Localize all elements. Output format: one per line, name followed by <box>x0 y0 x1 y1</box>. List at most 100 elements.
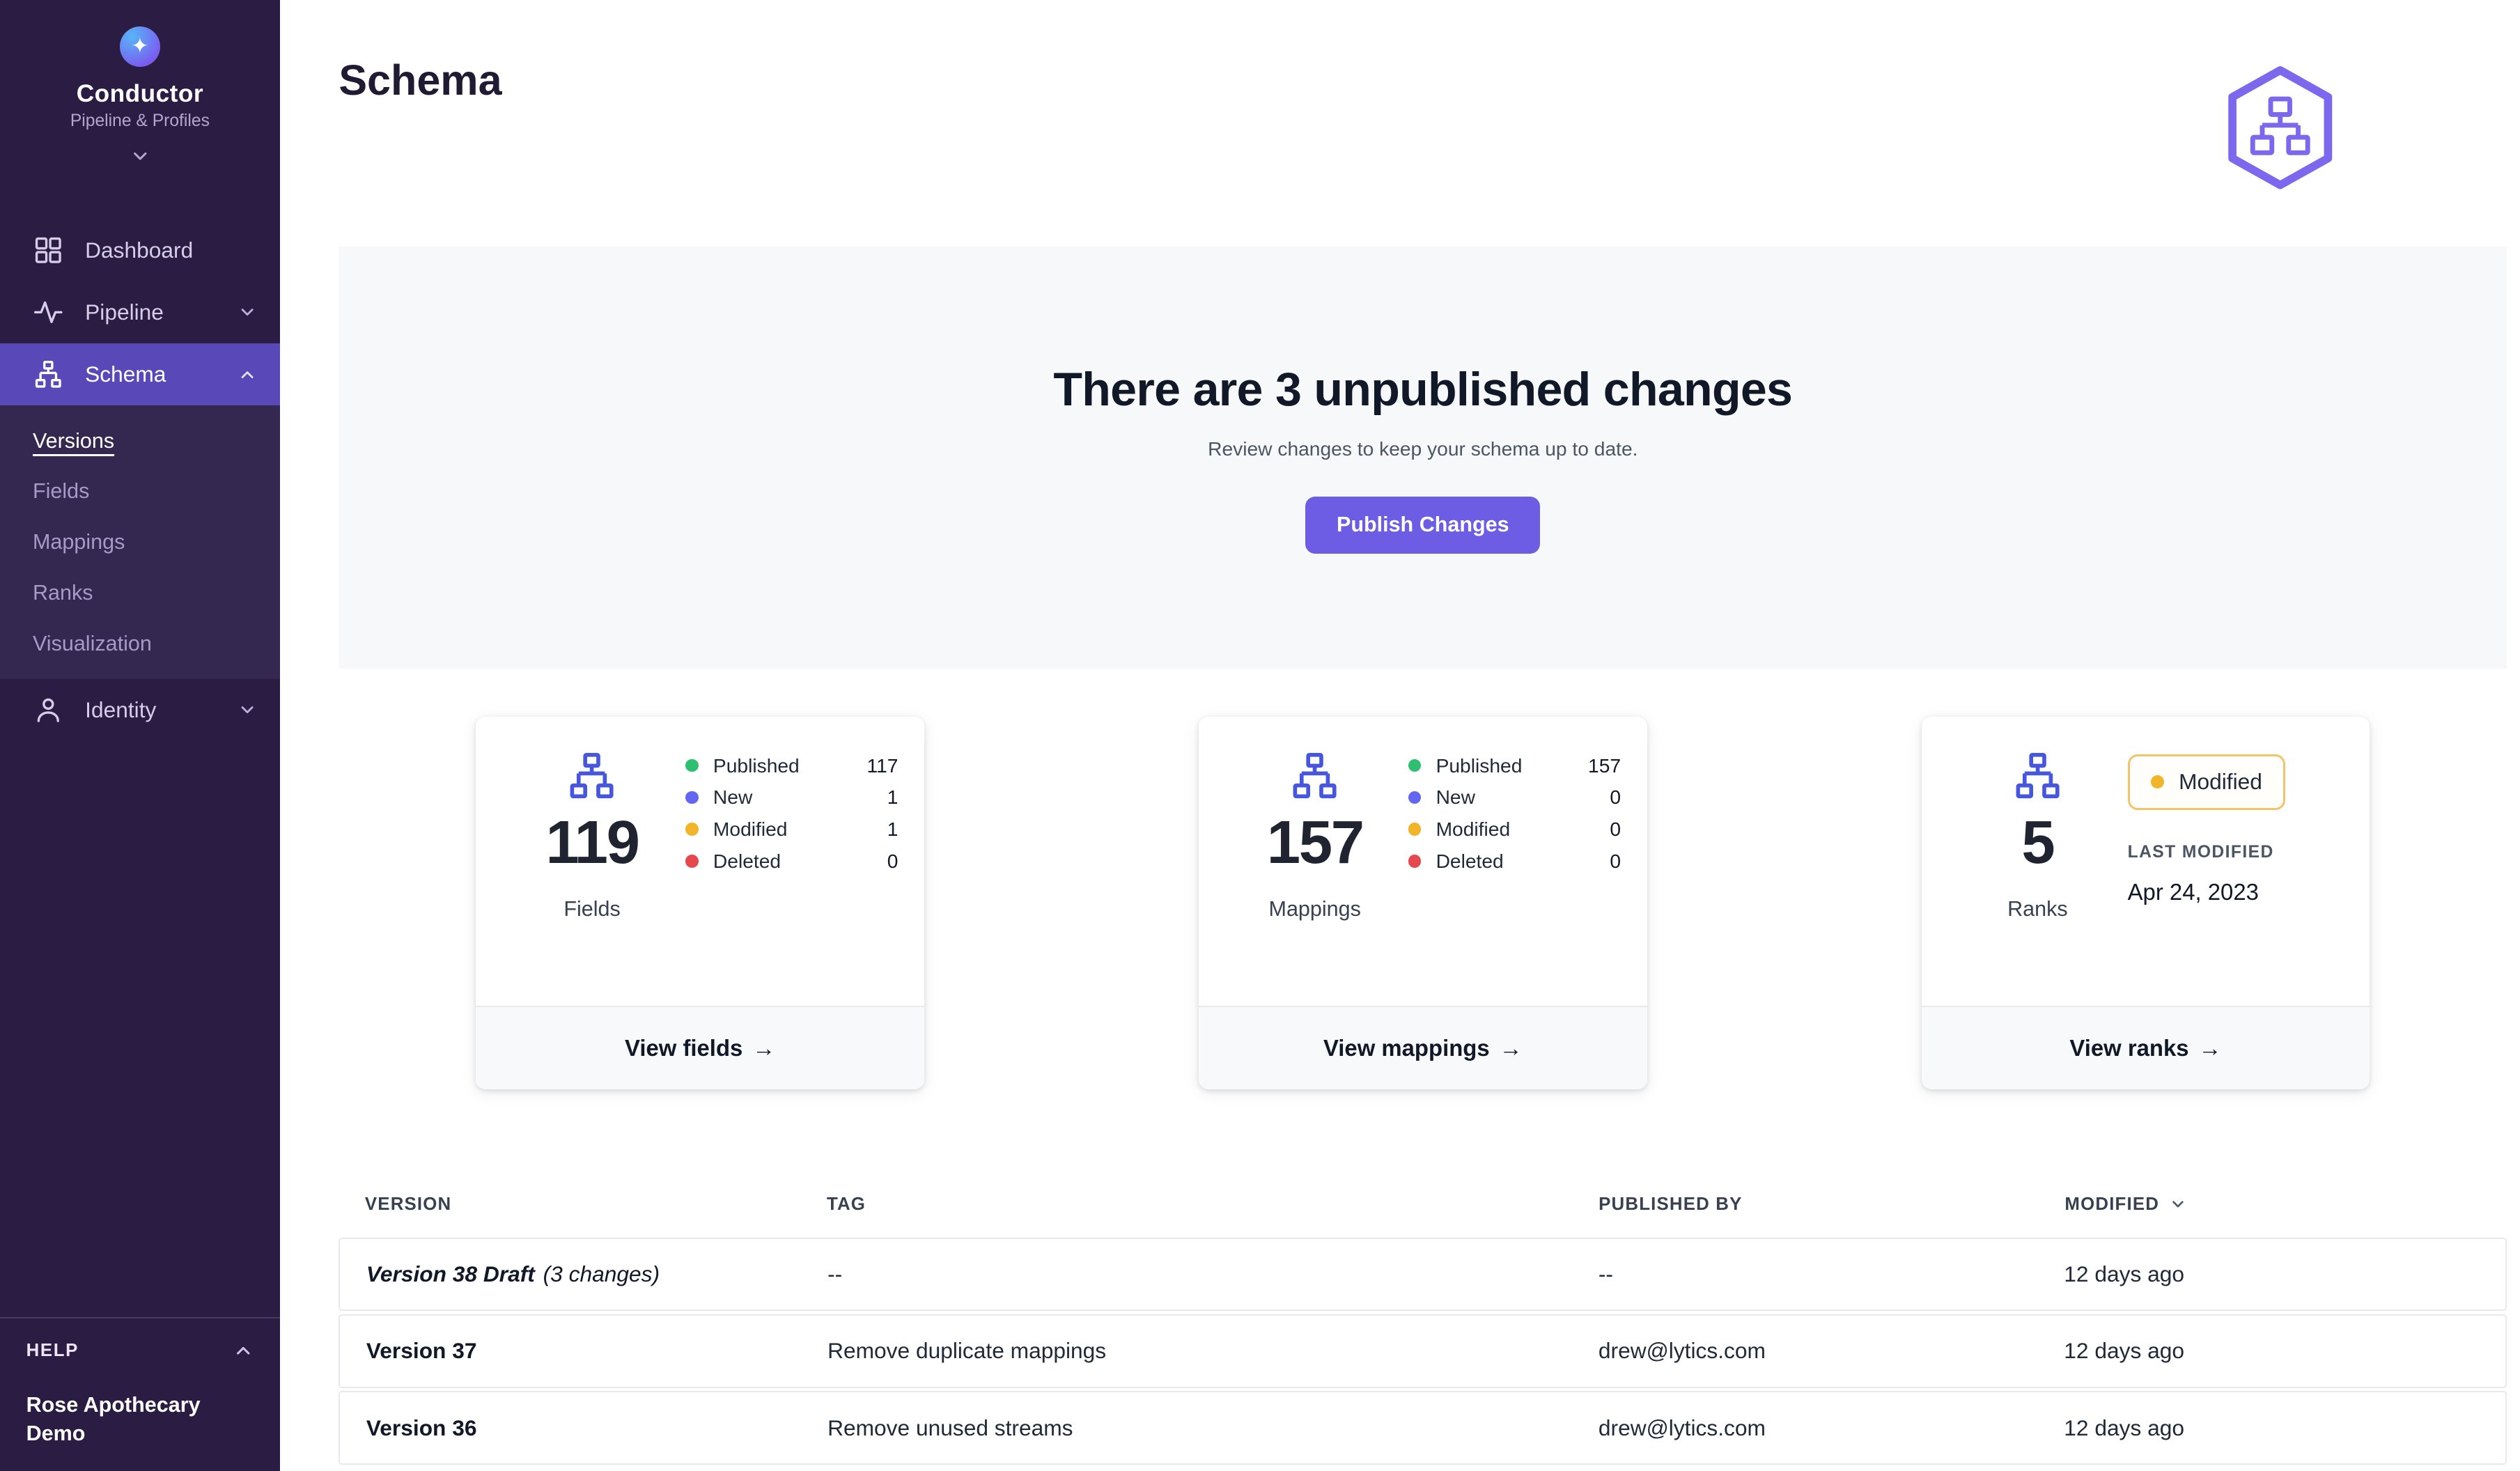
column-header-version: VERSION <box>364 1194 452 1214</box>
mappings-card: 157 Mappings Published 157 New 0 <box>1198 716 1647 1090</box>
legend-row-modified: Modified 1 <box>685 818 898 841</box>
legend-value: 157 <box>1588 754 1621 777</box>
modified-cell: 12 days ago <box>2064 1338 2185 1364</box>
view-fields-label: View fields <box>624 1035 743 1061</box>
chevron-up-icon <box>233 1340 254 1362</box>
schema-hexagon-icon <box>2220 65 2340 190</box>
legend-value: 0 <box>1610 850 1621 873</box>
legend-row-deleted: Deleted 0 <box>1408 850 1621 873</box>
table-row[interactable]: Version 36 Remove unused streams drew@ly… <box>339 1391 2507 1465</box>
arrow-right-icon: → <box>752 1035 776 1061</box>
fields-card-body: 119 Fields Published 117 New 1 <box>476 717 924 1006</box>
version-note: (3 changes) <box>543 1261 660 1286</box>
account-name[interactable]: Rose Apothecary Demo <box>26 1392 201 1445</box>
view-mappings-link[interactable]: View mappings → <box>1198 1006 1647 1090</box>
modified-dot-icon <box>685 823 699 836</box>
table-row[interactable]: Version 37 Remove duplicate mappings dre… <box>339 1314 2507 1388</box>
app-title: Conductor <box>76 80 204 108</box>
schema-icon <box>35 361 61 389</box>
publish-changes-button[interactable]: Publish Changes <box>1305 496 1541 554</box>
view-ranks-label: View ranks <box>2069 1035 2189 1061</box>
legend-value: 0 <box>887 850 899 873</box>
legend-value: 117 <box>866 754 899 777</box>
page-title: Schema <box>339 56 502 104</box>
legend-row-deleted: Deleted 0 <box>685 850 898 873</box>
view-mappings-label: View mappings <box>1323 1035 1490 1061</box>
mappings-label: Mappings <box>1268 897 1361 921</box>
table-header: VERSION TAG PUBLISHED BY MODIFIED <box>339 1194 2507 1238</box>
fields-card: 119 Fields Published 117 New 1 <box>476 716 924 1090</box>
legend-name: Deleted <box>713 850 781 873</box>
badge-label: Modified <box>2179 769 2262 795</box>
column-header-published-by: PUBLISHED BY <box>1599 1194 1743 1214</box>
version-name: Version 37 <box>366 1338 477 1364</box>
ranks-card-status: Modified LAST MODIFIED Apr 24, 2023 <box>2127 749 2344 983</box>
chevron-up-icon <box>238 365 257 384</box>
sidebar-item-label: Identity <box>85 696 157 722</box>
sidebar-item-identity[interactable]: Identity <box>0 679 280 741</box>
published-by-cell: -- <box>1598 1261 1613 1286</box>
legend-value: 0 <box>1610 786 1621 809</box>
sidebar-item-label: Schema <box>85 361 166 387</box>
version-cell: Version 36 <box>340 1415 801 1441</box>
ranks-card: 5 Ranks Modified LAST MODIFIED Apr 24, 2… <box>1921 716 2370 1090</box>
sort-chevron-down-icon[interactable] <box>2169 1195 2187 1213</box>
schema-icon <box>1293 752 1337 798</box>
published-dot-icon <box>685 758 699 772</box>
legend-value: 0 <box>1610 818 1621 841</box>
sidebar-item-visualization[interactable]: Visualization <box>32 631 152 655</box>
banner-subtitle: Review changes to keep your schema up to… <box>1208 437 1638 460</box>
app-subtitle: Pipeline & Profiles <box>70 111 210 130</box>
sidebar-item-pipeline[interactable]: Pipeline <box>0 281 280 343</box>
modified-cell: 12 days ago <box>2064 1415 2185 1440</box>
banner-title: There are 3 unpublished changes <box>1053 362 1793 416</box>
sidebar-item-versions[interactable]: Versions <box>32 428 115 453</box>
modified-cell: 12 days ago <box>2064 1261 2185 1286</box>
column-header-modified-label: MODIFIED <box>2064 1194 2160 1214</box>
table-row[interactable]: Version 38 Draft (3 changes) -- -- 12 day… <box>339 1237 2507 1312</box>
mappings-card-body: 157 Mappings Published 157 New 0 <box>1199 717 1647 1006</box>
ranks-card-stat: 5 Ranks <box>1947 749 2127 983</box>
sidebar-item-dashboard[interactable]: Dashboard <box>0 219 280 281</box>
schema-submenu: Versions Fields Mappings Ranks Visualiza… <box>0 405 280 679</box>
mappings-legend: Published 157 New 0 Modified 0 <box>1408 749 1621 983</box>
modified-dot-icon <box>1408 823 1422 836</box>
view-fields-link[interactable]: View fields → <box>476 1006 924 1090</box>
sidebar-item-ranks[interactable]: Ranks <box>32 581 93 605</box>
legend-name: New <box>713 786 753 809</box>
version-cell: Version 37 <box>340 1338 801 1364</box>
identity-icon <box>37 698 59 722</box>
legend-value: 1 <box>887 786 899 809</box>
fields-legend: Published 117 New 1 Modified 1 <box>685 749 898 983</box>
version-name: Version 36 <box>366 1415 477 1440</box>
tag-cell: -- <box>827 1261 843 1286</box>
pipeline-icon <box>34 301 63 324</box>
view-ranks-link[interactable]: View ranks → <box>1921 1006 2370 1090</box>
logo-spark-glyph: ✦ <box>131 34 149 59</box>
arrow-right-icon: → <box>2198 1035 2222 1061</box>
workspace-chevron-down-icon[interactable] <box>16 146 263 167</box>
legend-row-new: New 1 <box>685 786 898 809</box>
workspace-switcher[interactable]: ✦ Conductor Pipeline & Profiles <box>0 0 280 177</box>
last-modified-value: Apr 24, 2023 <box>2127 878 2259 905</box>
legend-name: Deleted <box>1436 850 1504 873</box>
sidebar-item-mappings[interactable]: Mappings <box>32 530 125 554</box>
sidebar-item-label: Pipeline <box>85 299 164 325</box>
new-dot-icon <box>685 791 699 804</box>
sidebar-item-fields[interactable]: Fields <box>32 479 90 504</box>
deleted-dot-icon <box>1408 855 1422 869</box>
conductor-logo-icon: ✦ <box>119 26 161 68</box>
tag-cell: Remove unused streams <box>827 1415 1073 1440</box>
schema-icon <box>2016 752 2060 798</box>
sidebar-item-schema[interactable]: Schema <box>0 343 280 406</box>
ranks-card-body: 5 Ranks Modified LAST MODIFIED Apr 24, 2… <box>1922 717 2370 1006</box>
published-by-cell: drew@lytics.com <box>1598 1415 1766 1440</box>
legend-name: Published <box>1436 754 1523 777</box>
version-cell: Version 38 Draft (3 changes) <box>340 1261 801 1287</box>
sidebar: ✦ Conductor Pipeline & Profiles Dashboar… <box>0 0 280 1471</box>
help-toggle[interactable]: HELP <box>0 1318 280 1378</box>
fields-count: 119 <box>545 809 639 877</box>
legend-row-modified: Modified 0 <box>1408 818 1621 841</box>
legend-name: New <box>1436 786 1475 809</box>
